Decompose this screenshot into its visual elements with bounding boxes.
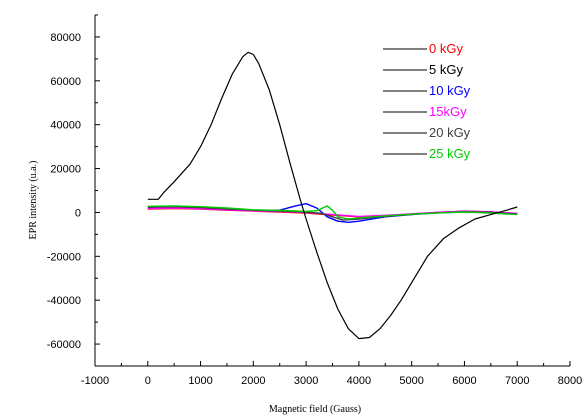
y-tick-label: -60000 — [47, 339, 81, 351]
series-line-5-kgy — [147, 51, 518, 340]
series-group — [147, 51, 518, 340]
y-axis-title: EPR intensity (u.a.) — [28, 161, 39, 240]
legend-label-20-kgy: 20 kGy — [429, 125, 471, 140]
legend-label-5-kgy: 5 kGy — [429, 62, 463, 77]
x-tick-label: 8000 — [558, 375, 582, 387]
legend-label-25-kgy: 25 kGy — [429, 146, 471, 161]
x-tick-label: 6000 — [452, 375, 476, 387]
x-tick-label: -1000 — [81, 375, 109, 387]
x-tick-label: 2000 — [241, 375, 265, 387]
legend-label-0-kgy: 0 kGy — [429, 41, 463, 56]
x-tick-label: 3000 — [294, 375, 318, 387]
y-tick-label: -40000 — [47, 295, 81, 307]
x-tick-label: 4000 — [347, 375, 371, 387]
legend-label-10-kgy: 10 kGy — [429, 83, 471, 98]
y-tick-label: 0 — [75, 207, 81, 219]
x-tick-label: 7000 — [505, 375, 529, 387]
axes: -1000 0 1000 2000 3000 4000 5000 6000 7000 8000 -6… — [47, 14, 582, 387]
x-tick-label: 1000 — [188, 375, 212, 387]
legend: 0 kGy 5 kGy 10 kGy 15kGy 20 kGy 25 kGy — [383, 41, 471, 161]
y-tick-label: 80000 — [50, 32, 81, 44]
x-axis-title: Magnetic field (Gauss) — [269, 404, 361, 415]
series-line-25-kgy — [147, 205, 518, 220]
x-tick-label: 5000 — [399, 375, 423, 387]
y-tick-label: 60000 — [50, 76, 81, 88]
y-tick-label: -20000 — [47, 251, 81, 263]
x-tick-label: 0 — [145, 375, 151, 387]
y-tick-label: 40000 — [50, 120, 81, 132]
y-tick-label: 20000 — [50, 164, 81, 176]
legend-label-15kgy: 15kGy — [429, 104, 467, 119]
